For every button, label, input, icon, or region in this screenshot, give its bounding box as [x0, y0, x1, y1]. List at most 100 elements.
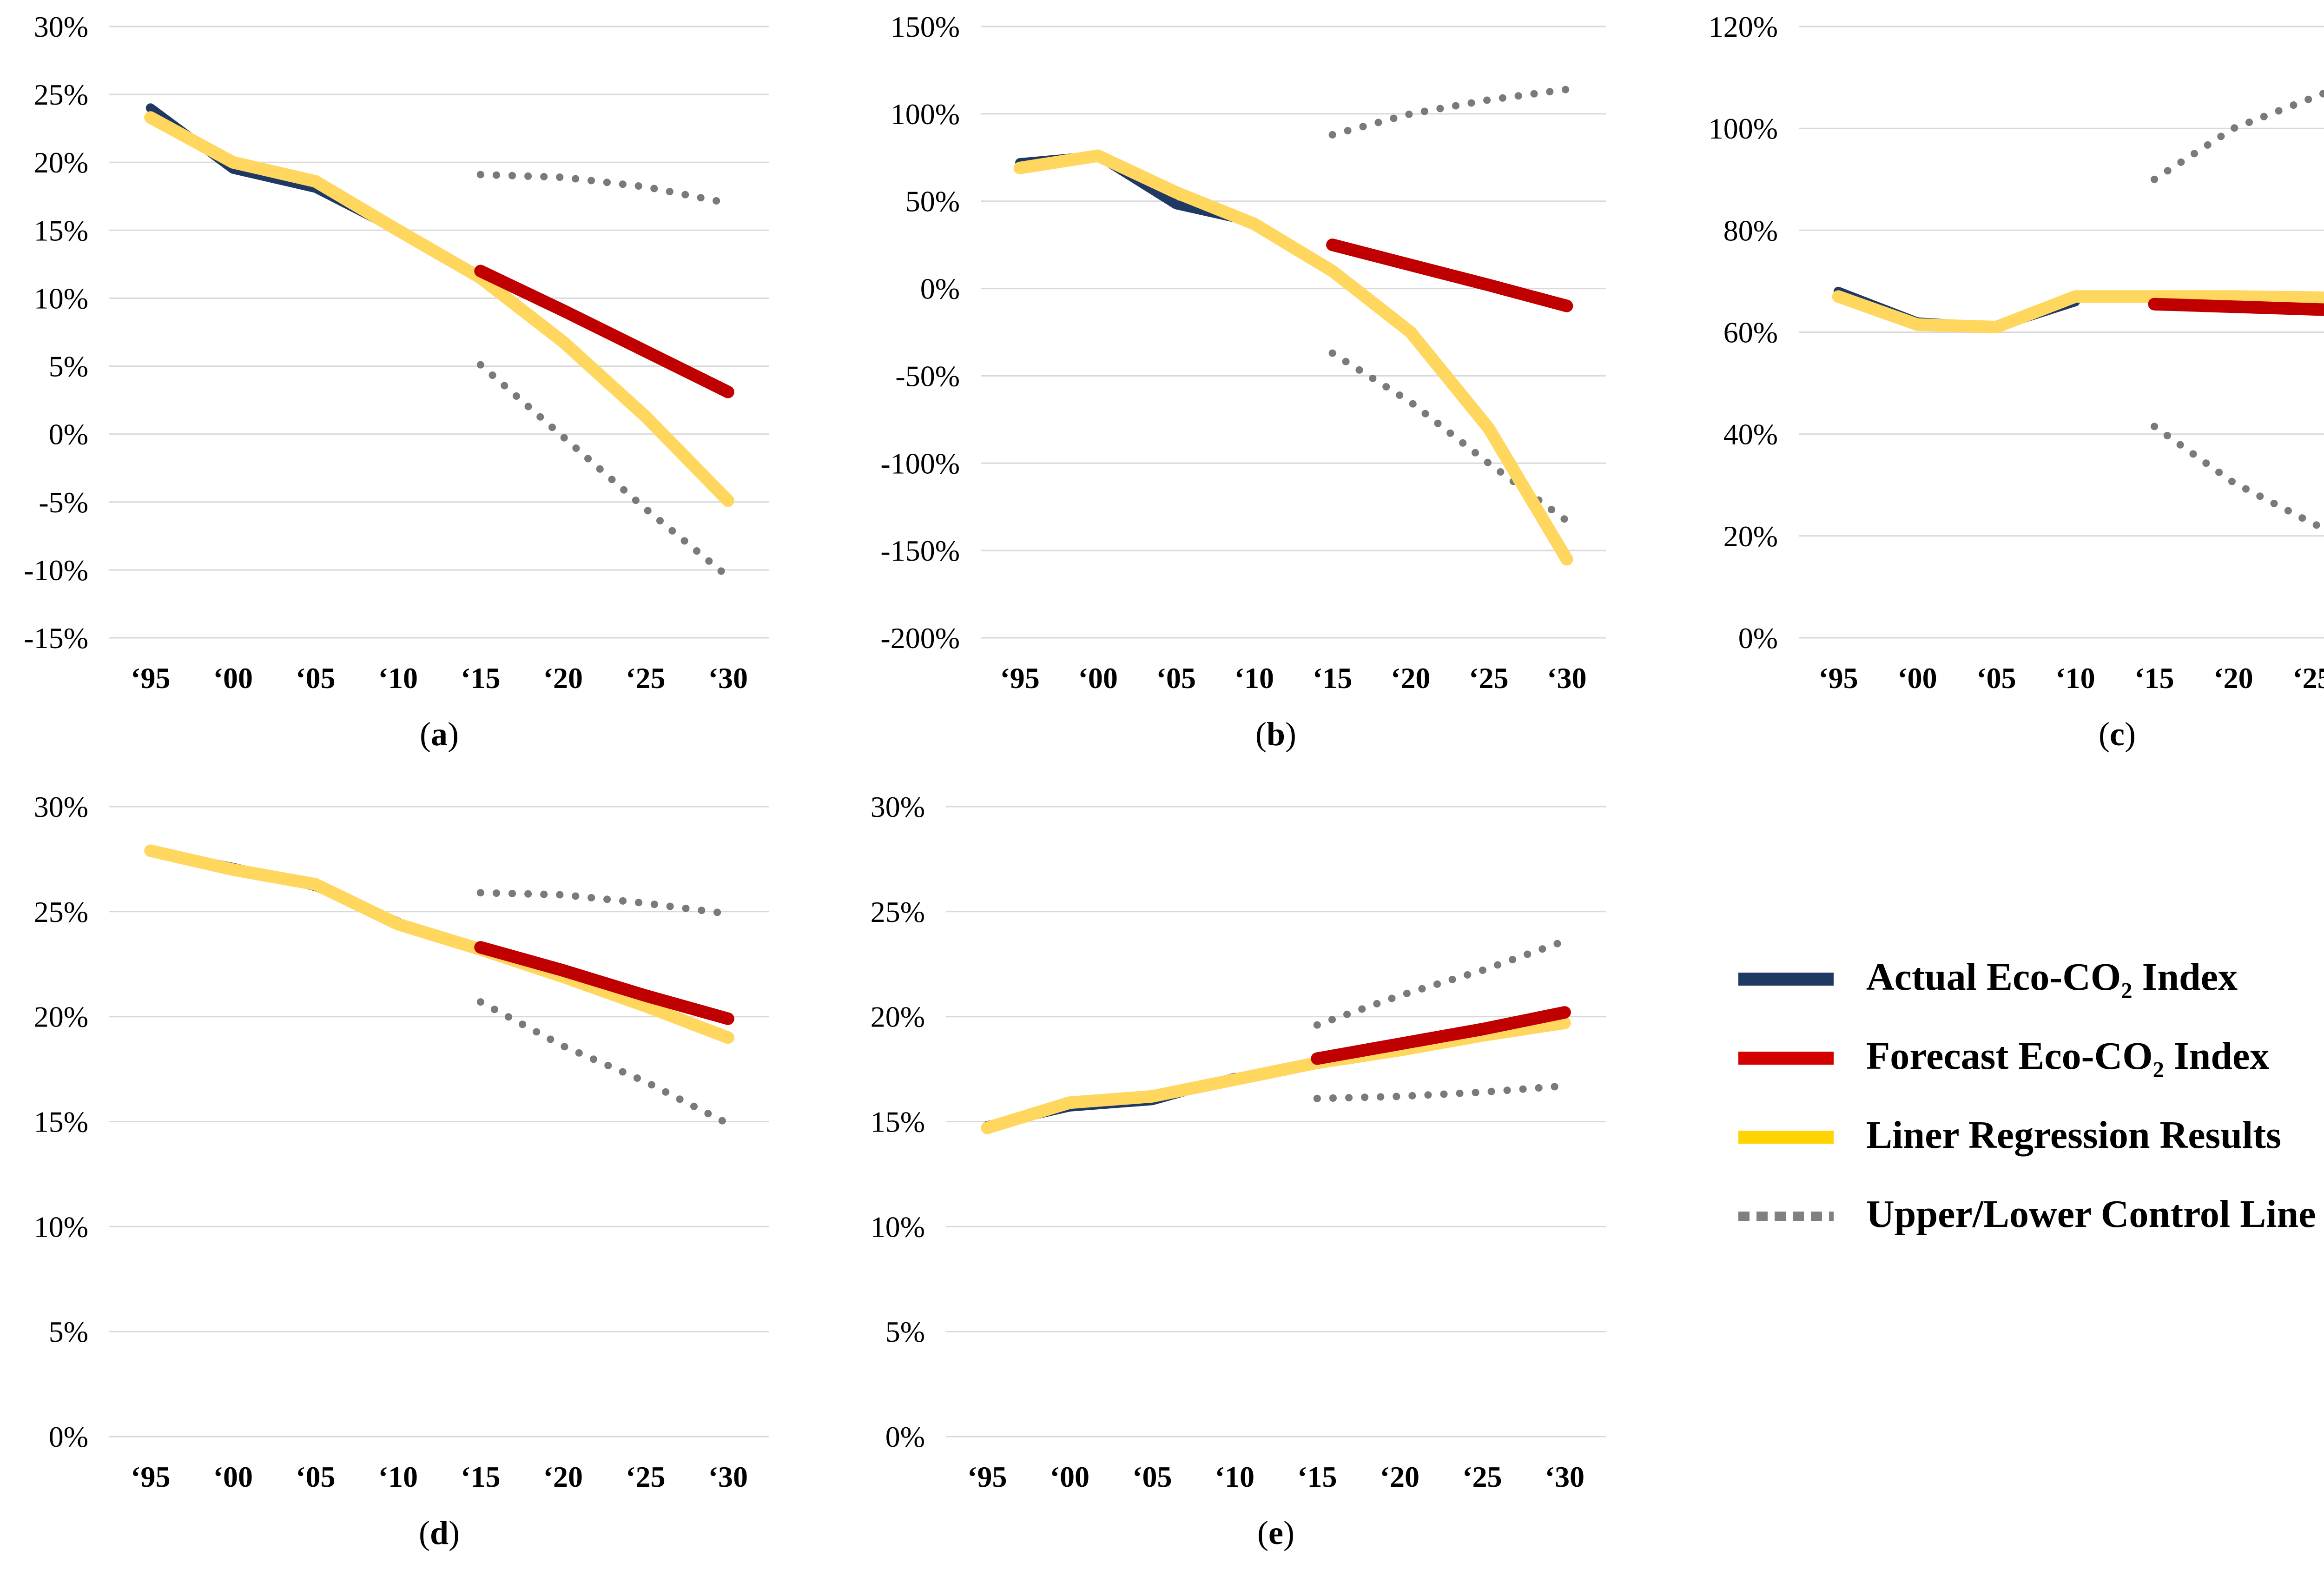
legend-label-text: Actual Eco-CO — [1866, 955, 2121, 999]
y-tick-label: 10% — [871, 1210, 925, 1243]
y-tick-label: 20% — [34, 1000, 88, 1033]
y-tick-label: 25% — [34, 78, 88, 111]
y-tick-label: 5% — [885, 1315, 925, 1348]
series-upper-line — [476, 171, 732, 207]
x-tick-label: ‘05 — [1132, 1460, 1172, 1493]
series-forecast-line — [1326, 238, 1573, 312]
chart-b-caption: (b) — [890, 715, 1662, 754]
chart-d-caption: (d) — [53, 1514, 825, 1552]
y-tick-label: 100% — [891, 98, 960, 131]
chart-b-canvas: 150% 100% 50% 0% -50% -100% -150% -200% ‘95 ‘00 ‘0… — [880, 10, 1606, 695]
x-tick-label: ‘10 — [378, 662, 418, 695]
x-tick-label: ‘20 — [1380, 1460, 1419, 1493]
series-upper-line — [476, 889, 732, 918]
chart-panel-c: 120% 100% 80% 60% 40% 20% 0% ‘95 ‘00 ‘05 ‘10 ‘15 ‘20… — [1631, 0, 2324, 758]
y-tick-label: -200% — [880, 622, 960, 655]
y-tick-label: 50% — [905, 185, 960, 218]
y-tick-label: 80% — [1723, 214, 1778, 247]
series-forecast-line — [474, 941, 734, 1025]
y-tick-label: 15% — [34, 1106, 88, 1139]
caption-letter-a: a — [431, 715, 448, 753]
y-tick-label: 10% — [34, 282, 88, 315]
caption-letter-d: d — [429, 1514, 449, 1551]
y-tick-label: 120% — [1709, 10, 1778, 43]
y-tick-label: 5% — [49, 1315, 88, 1348]
x-tick-label: ‘95 — [967, 1460, 1007, 1493]
x-tick-label: ‘25 — [626, 1460, 665, 1493]
caption-close-paren: ) — [2124, 715, 2136, 753]
x-tick-label: ‘10 — [378, 1460, 418, 1493]
chart-e-canvas: 30% 25% 20% 15% 10% 5% 0% ‘95 ‘00 ‘05 ‘10 ‘15 ‘20 ‘25… — [871, 790, 1606, 1493]
x-tick-label: ‘15 — [461, 662, 500, 695]
legend-line-sample-control — [1738, 1212, 1834, 1221]
series-lower-line — [2151, 423, 2324, 533]
chart-a-caption: (a) — [53, 715, 825, 754]
series-forecast-line — [2148, 298, 2324, 316]
legend-label-text: Index — [2164, 1034, 2270, 1078]
legend-line-sample-regression — [1738, 1131, 1834, 1144]
x-tick-label: ‘20 — [543, 662, 583, 695]
x-tick-label: ‘05 — [1156, 662, 1196, 695]
x-tick-label: ‘20 — [1391, 662, 1430, 695]
y-tick-label: 25% — [34, 895, 88, 928]
y-tick-label: -5% — [39, 486, 88, 519]
legend: Actual Eco-CO2 Index Forecast Eco-CO2 In… — [1631, 758, 2324, 1570]
x-tick-label: ‘00 — [1897, 662, 1937, 695]
x-tick-label: ‘15 — [1313, 662, 1352, 695]
caption-close-paren: ) — [448, 715, 459, 753]
y-tick-label: 25% — [871, 895, 925, 928]
legend-label-text: Liner Regression Results — [1866, 1113, 2281, 1157]
y-tick-label: 30% — [34, 10, 88, 43]
caption-close-paren: ) — [449, 1514, 460, 1551]
series-lower-line — [476, 998, 732, 1127]
x-tick-label: ‘20 — [543, 1460, 583, 1493]
legend-item-regression: Liner Regression Results — [1738, 1113, 2324, 1159]
x-tick-label: ‘15 — [2134, 662, 2174, 695]
legend-label-text: Forecast Eco-CO — [1866, 1034, 2153, 1078]
y-tick-label: 5% — [49, 350, 88, 383]
x-tick-label: ‘30 — [708, 1460, 748, 1493]
x-tick-label: ‘95 — [131, 662, 170, 695]
caption-close-paren: ) — [1283, 1514, 1294, 1551]
y-tick-label: 20% — [34, 146, 88, 179]
caption-letter-b: b — [1266, 715, 1286, 753]
caption-open-paren: ( — [1255, 715, 1267, 753]
x-tick-label: ‘25 — [626, 662, 665, 695]
series-regression-line — [1832, 290, 2324, 333]
caption-open-paren: ( — [418, 1514, 430, 1551]
x-tick-label: ‘15 — [461, 1460, 500, 1493]
x-tick-label: ‘10 — [1215, 1460, 1254, 1493]
y-tick-label: 15% — [34, 214, 88, 247]
x-tick-label: ‘30 — [1547, 662, 1586, 695]
x-tick-label: ‘05 — [296, 1460, 335, 1493]
chart-d-canvas: 30% 25% 20% 15% 10% 5% 0% ‘95 ‘00 ‘05 ‘10 ‘15 ‘20 ‘25… — [34, 790, 769, 1493]
x-tick-label: ‘15 — [1297, 1460, 1337, 1493]
series-upper-line — [1328, 86, 1571, 139]
chart-panel-e: 30% 25% 20% 15% 10% 5% 0% ‘95 ‘00 ‘05 ‘10 ‘15 ‘20 ‘25… — [816, 758, 1631, 1570]
x-tick-label: ‘00 — [213, 1460, 253, 1493]
series-lower-line — [1313, 1082, 1569, 1102]
x-tick-label: ‘10 — [2055, 662, 2095, 695]
y-tick-label: 0% — [49, 418, 88, 451]
legend-label-actual: Actual Eco-CO2 Index — [1866, 954, 2238, 1004]
caption-open-paren: ( — [1257, 1514, 1269, 1551]
x-tick-label: ‘25 — [1462, 1460, 1502, 1493]
y-tick-label: 60% — [1723, 316, 1778, 349]
x-tick-label: ‘00 — [213, 662, 253, 695]
caption-open-paren: ( — [420, 715, 431, 753]
legend-label-text: Upper/Lower Control Line — [1866, 1192, 2316, 1236]
x-tick-label: ‘30 — [708, 662, 748, 695]
y-tick-label: 40% — [1723, 418, 1778, 451]
chart-e-caption: (e) — [890, 1514, 1662, 1552]
chart-c-canvas: 120% 100% 80% 60% 40% 20% 0% ‘95 ‘00 ‘05 ‘10 ‘15 ‘20… — [1709, 10, 2324, 695]
legend-label-subscript: 2 — [2152, 1057, 2164, 1082]
caption-open-paren: ( — [2099, 715, 2110, 753]
series-lower-line — [476, 361, 732, 581]
y-tick-label: 150% — [891, 10, 960, 43]
x-tick-label: ‘05 — [1976, 662, 2016, 695]
chart-panel-d: 30% 25% 20% 15% 10% 5% 0% ‘95 ‘00 ‘05 ‘10 ‘15 ‘20 ‘25… — [0, 758, 816, 1570]
legend-label-text: Index — [2132, 955, 2238, 999]
series-upper-line — [1313, 937, 1569, 1029]
caption-letter-c: c — [2110, 715, 2125, 753]
y-tick-label: -10% — [24, 554, 88, 587]
